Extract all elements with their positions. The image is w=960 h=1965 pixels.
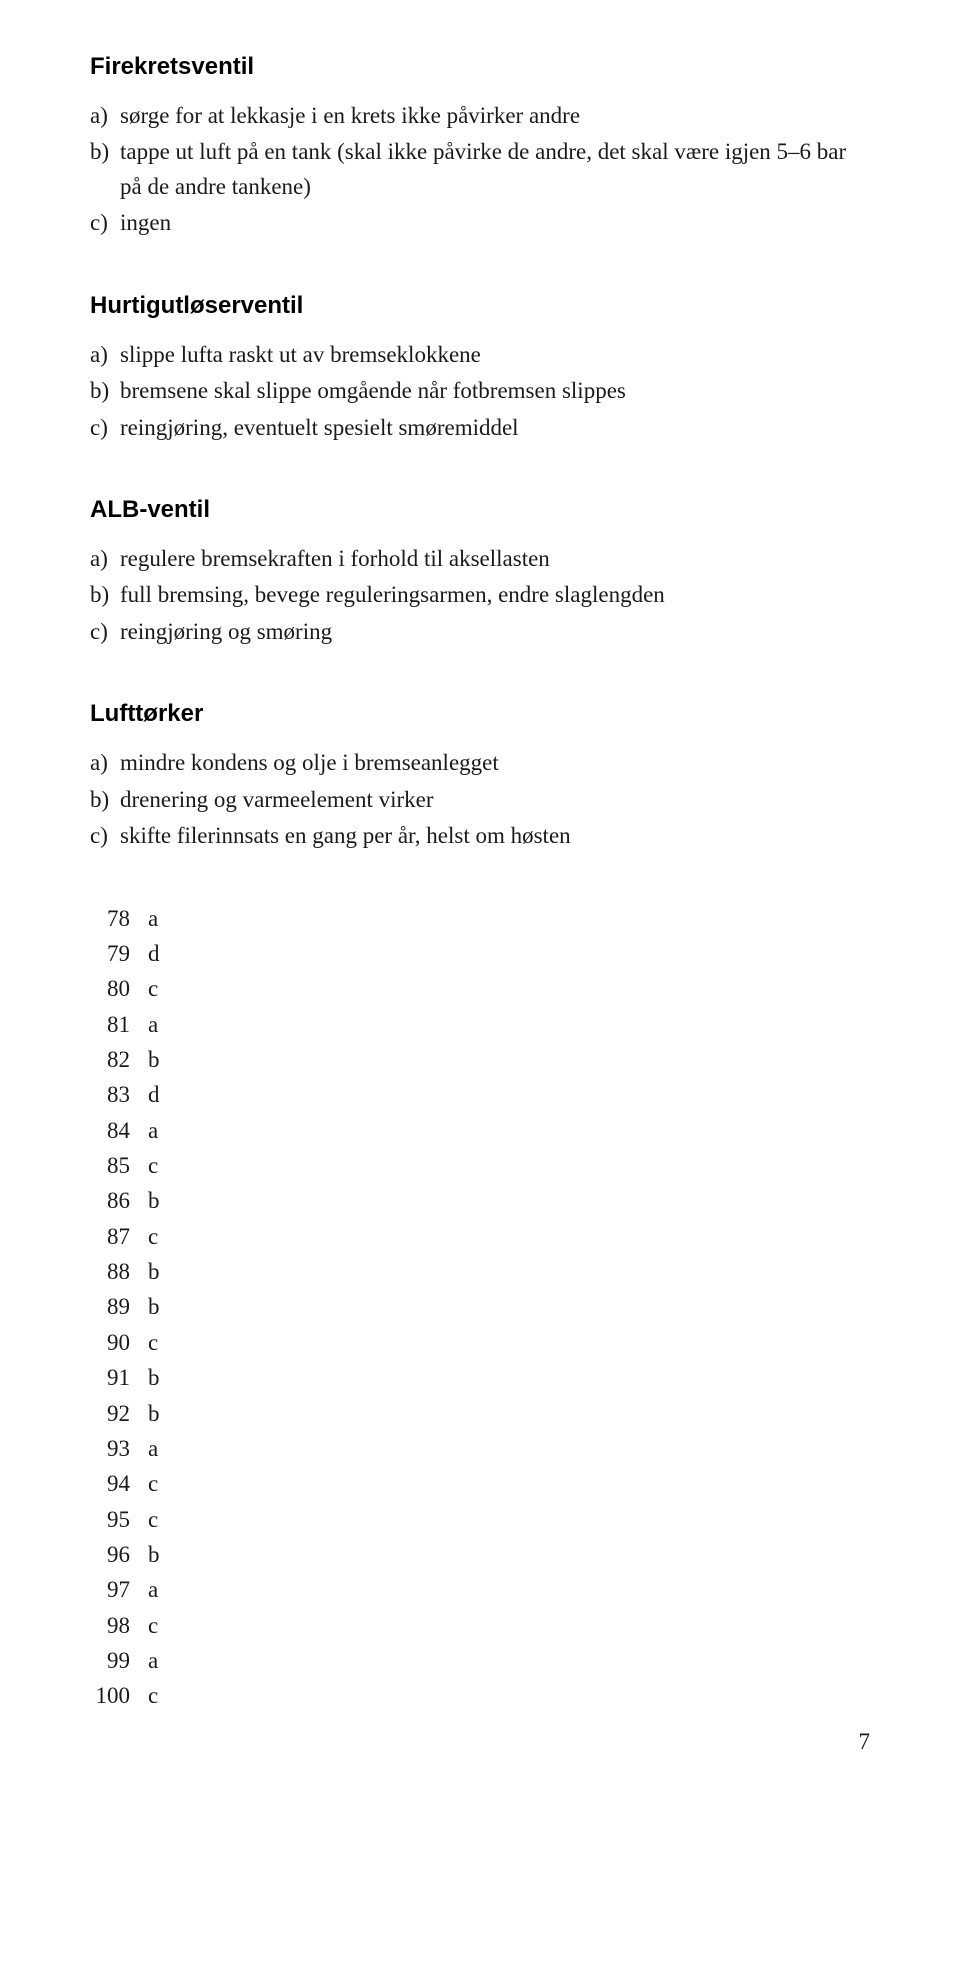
answer-number: 99 xyxy=(90,1644,148,1677)
section-firekretsventil: Firekretsventil a)sørge for at lekkasje … xyxy=(90,50,870,241)
answer-value: a xyxy=(148,1573,870,1606)
answer-number: 86 xyxy=(90,1184,148,1217)
option-letter: a) xyxy=(90,746,120,781)
answer-number: 79 xyxy=(90,937,148,970)
option-letter: c) xyxy=(90,819,120,854)
answer-number: 85 xyxy=(90,1149,148,1182)
option-letter: a) xyxy=(90,542,120,577)
option-letter: b) xyxy=(90,783,120,818)
answer-number: 81 xyxy=(90,1008,148,1041)
option-letter: b) xyxy=(90,374,120,409)
option-text: bremsene skal slippe omgående når fotbre… xyxy=(120,374,870,409)
option-item: a)slippe lufta raskt ut av bremseklokken… xyxy=(90,338,870,373)
answer-number: 98 xyxy=(90,1609,148,1642)
section-heading: Hurtigutløserventil xyxy=(90,289,870,324)
answer-value: c xyxy=(148,1326,870,1359)
answer-number: 88 xyxy=(90,1255,148,1288)
answer-number: 91 xyxy=(90,1361,148,1394)
option-text: ingen xyxy=(120,206,870,241)
option-text: tappe ut luft på en tank (skal ikke påvi… xyxy=(120,135,870,204)
answer-value: c xyxy=(148,1679,870,1712)
answer-value: d xyxy=(148,937,870,970)
option-text: reingjøring og smøring xyxy=(120,615,870,650)
answer-number: 78 xyxy=(90,902,148,935)
option-list: a)mindre kondens og olje i bremseanlegge… xyxy=(90,746,870,854)
option-letter: a) xyxy=(90,338,120,373)
option-item: b)full bremsing, bevege reguleringsarmen… xyxy=(90,578,870,613)
section-heading: Firekretsventil xyxy=(90,50,870,85)
answer-value: b xyxy=(148,1361,870,1394)
option-item: c)ingen xyxy=(90,206,870,241)
answer-value: a xyxy=(148,1432,870,1465)
answer-value: b xyxy=(148,1538,870,1571)
option-item: b)tappe ut luft på en tank (skal ikke på… xyxy=(90,135,870,204)
section-heading: Lufttørker xyxy=(90,697,870,732)
answer-value: c xyxy=(148,1609,870,1642)
option-letter: c) xyxy=(90,411,120,446)
option-letter: b) xyxy=(90,578,120,613)
document-body: Firekretsventil a)sørge for at lekkasje … xyxy=(90,50,870,1758)
answer-value: a xyxy=(148,1114,870,1147)
answer-key-table: 78a 79d 80c 81a 82b 83d 84a 85c 86b 87c … xyxy=(90,902,870,1713)
option-item: c)skifte filerinnsats en gang per år, he… xyxy=(90,819,870,854)
answer-value: a xyxy=(148,902,870,935)
answer-number: 97 xyxy=(90,1573,148,1606)
option-text: full bremsing, bevege reguleringsarmen, … xyxy=(120,578,870,613)
option-text: reingjøring, eventuelt spesielt smøremid… xyxy=(120,411,870,446)
option-item: a)regulere bremsekraften i forhold til a… xyxy=(90,542,870,577)
answer-number: 95 xyxy=(90,1503,148,1536)
answer-value: b xyxy=(148,1255,870,1288)
option-item: a)sørge for at lekkasje i en krets ikke … xyxy=(90,99,870,134)
answer-value: b xyxy=(148,1290,870,1323)
answer-number: 94 xyxy=(90,1467,148,1500)
answer-value: c xyxy=(148,972,870,1005)
answer-number: 90 xyxy=(90,1326,148,1359)
answer-value: b xyxy=(148,1184,870,1217)
section-hurtigutloserventil: Hurtigutløserventil a)slippe lufta raskt… xyxy=(90,289,870,445)
option-text: mindre kondens og olje i bremseanlegget xyxy=(120,746,870,781)
option-text: drenering og varmeelement virker xyxy=(120,783,870,818)
answer-number: 83 xyxy=(90,1078,148,1111)
option-letter: a) xyxy=(90,99,120,134)
option-item: b)bremsene skal slippe omgående når fotb… xyxy=(90,374,870,409)
answer-number: 93 xyxy=(90,1432,148,1465)
answer-value: c xyxy=(148,1149,870,1182)
answer-value: c xyxy=(148,1503,870,1536)
answer-number: 80 xyxy=(90,972,148,1005)
answer-value: a xyxy=(148,1644,870,1677)
answer-number: 96 xyxy=(90,1538,148,1571)
answer-number: 82 xyxy=(90,1043,148,1076)
answer-value: d xyxy=(148,1078,870,1111)
option-item: c)reingjøring og smøring xyxy=(90,615,870,650)
option-text: slippe lufta raskt ut av bremseklokkene xyxy=(120,338,870,373)
option-letter: b) xyxy=(90,135,120,204)
page-number: 7 xyxy=(90,1725,870,1758)
answer-value: b xyxy=(148,1043,870,1076)
section-alb-ventil: ALB-ventil a)regulere bremsekraften i fo… xyxy=(90,493,870,649)
option-list: a)sørge for at lekkasje i en krets ikke … xyxy=(90,99,870,241)
option-list: a)slippe lufta raskt ut av bremseklokken… xyxy=(90,338,870,446)
answer-number: 87 xyxy=(90,1220,148,1253)
answer-number: 92 xyxy=(90,1397,148,1430)
option-item: b)drenering og varmeelement virker xyxy=(90,783,870,818)
option-letter: c) xyxy=(90,615,120,650)
option-text: skifte filerinnsats en gang per år, hels… xyxy=(120,819,870,854)
section-heading: ALB-ventil xyxy=(90,493,870,528)
option-item: a)mindre kondens og olje i bremseanlegge… xyxy=(90,746,870,781)
answer-value: c xyxy=(148,1220,870,1253)
answer-number: 100 xyxy=(90,1679,148,1712)
answer-value: b xyxy=(148,1397,870,1430)
option-letter: c) xyxy=(90,206,120,241)
answer-number: 89 xyxy=(90,1290,148,1323)
option-text: regulere bremsekraften i forhold til aks… xyxy=(120,542,870,577)
option-item: c)reingjøring, eventuelt spesielt smørem… xyxy=(90,411,870,446)
option-list: a)regulere bremsekraften i forhold til a… xyxy=(90,542,870,650)
answer-number: 84 xyxy=(90,1114,148,1147)
answer-value: c xyxy=(148,1467,870,1500)
section-lufttorker: Lufttørker a)mindre kondens og olje i br… xyxy=(90,697,870,853)
option-text: sørge for at lekkasje i en krets ikke på… xyxy=(120,99,870,134)
answer-value: a xyxy=(148,1008,870,1041)
